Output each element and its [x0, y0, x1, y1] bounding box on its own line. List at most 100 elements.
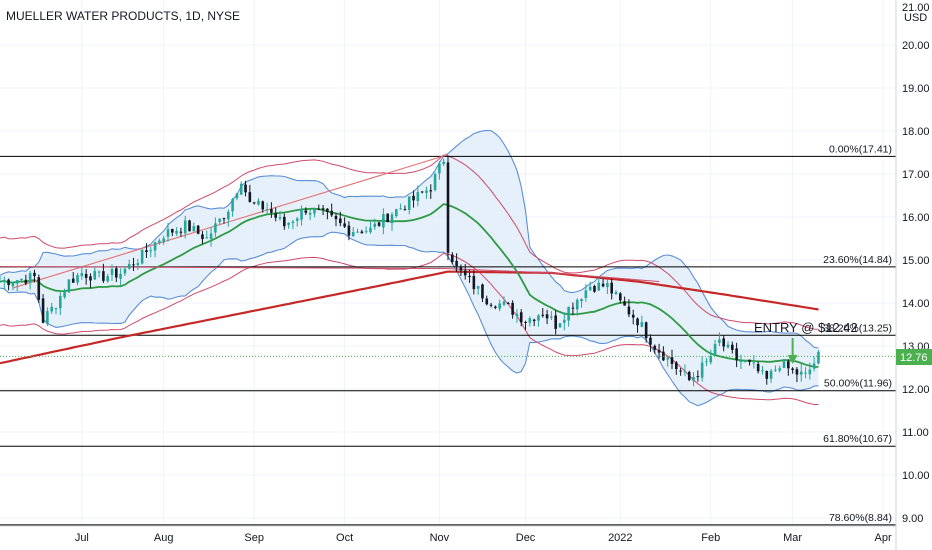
- candle: [597, 277, 601, 291]
- candle-body: [278, 217, 282, 219]
- candle: [239, 181, 243, 196]
- candle: [778, 365, 781, 373]
- candle-body: [804, 372, 807, 374]
- candle-body: [731, 344, 734, 350]
- candle: [601, 278, 605, 288]
- candle-body: [201, 234, 204, 240]
- candle: [739, 354, 743, 370]
- candle: [519, 309, 523, 327]
- candle: [356, 228, 359, 233]
- candle-body: [71, 278, 75, 283]
- candle: [257, 198, 260, 206]
- candle: [175, 227, 178, 237]
- candle: [692, 372, 695, 387]
- currency-label: USD: [904, 12, 927, 24]
- candle: [774, 365, 777, 372]
- grid-lines: [0, 0, 896, 526]
- candle-body: [218, 218, 221, 222]
- candle: [451, 252, 454, 265]
- candle-body: [718, 339, 721, 344]
- candle: [93, 267, 97, 281]
- candle: [683, 364, 687, 377]
- candle: [7, 278, 10, 291]
- candle-body: [601, 283, 605, 287]
- bollinger-upper: [0, 129, 819, 349]
- candle: [67, 279, 71, 294]
- candle: [765, 370, 769, 385]
- candle-body: [244, 184, 247, 193]
- candle-body: [726, 344, 730, 348]
- fib-label: 23.60%(14.84): [823, 254, 892, 266]
- candle-body: [528, 318, 532, 323]
- candle: [743, 359, 747, 363]
- candle-body: [507, 303, 510, 305]
- candle-body: [231, 198, 234, 212]
- fibonacci-retracement[interactable]: 0.00%(17.41) 23.60%(14.84) 38.20%(13.25) 50…: [0, 143, 896, 526]
- candle: [657, 343, 661, 359]
- candle-body: [791, 368, 794, 370]
- candle-body: [433, 174, 437, 191]
- price-scale[interactable]: [896, 0, 932, 550]
- bollinger-fill: [0, 130, 819, 406]
- x-tick-label: Nov: [430, 532, 450, 544]
- candle-body: [390, 214, 394, 224]
- candle: [554, 309, 557, 335]
- candle-body: [627, 306, 631, 315]
- candle-body: [196, 225, 200, 234]
- candle-body: [235, 193, 239, 199]
- candle-body: [420, 191, 424, 193]
- candle-body: [386, 213, 389, 223]
- candle-body: [20, 278, 23, 280]
- candle-body: [511, 302, 514, 315]
- candle-body: [33, 272, 36, 277]
- candle-body: [248, 192, 252, 202]
- candle: [360, 229, 364, 234]
- candle: [300, 205, 303, 226]
- candle: [252, 201, 256, 205]
- candle: [28, 270, 32, 290]
- candle: [265, 202, 269, 214]
- y-tick-label: 17.00: [902, 169, 930, 181]
- y-tick-label: 20.00: [902, 40, 930, 52]
- candle: [433, 172, 437, 192]
- y-tick-label: 16.00: [902, 212, 930, 224]
- candle-body: [666, 357, 669, 360]
- candle-body: [63, 291, 66, 298]
- candle: [162, 235, 165, 245]
- candle: [756, 361, 760, 374]
- candle: [709, 349, 713, 365]
- candle: [110, 264, 114, 281]
- y-tick-label: 12.00: [902, 384, 930, 396]
- fib-label: 50.00%(11.96): [824, 378, 892, 390]
- candle-body: [339, 218, 342, 224]
- candle-body: [308, 212, 312, 215]
- candle: [364, 226, 368, 234]
- candle: [188, 219, 191, 232]
- candle-body: [24, 279, 28, 284]
- candle: [644, 321, 648, 343]
- candle: [369, 220, 372, 234]
- candle-body: [670, 357, 674, 364]
- candle-body: [67, 279, 71, 293]
- candle-body: [575, 299, 579, 310]
- candle-body: [739, 361, 743, 363]
- candle-body: [455, 260, 458, 267]
- candle: [515, 309, 519, 323]
- candle: [274, 207, 277, 222]
- candle: [425, 186, 428, 199]
- candle-body: [166, 229, 170, 237]
- candle: [795, 367, 799, 383]
- candle: [84, 269, 88, 285]
- candle-body: [537, 315, 540, 321]
- y-tick-label: 10.00: [902, 470, 930, 482]
- x-tick-label: Mar: [783, 532, 802, 544]
- candle-body: [291, 221, 295, 224]
- short-moving-average: [0, 203, 819, 368]
- candle: [24, 274, 28, 286]
- candle-body: [227, 211, 230, 220]
- candle: [317, 204, 321, 210]
- candle-body: [179, 231, 183, 233]
- candle-body: [769, 370, 773, 379]
- fib-label: 0.00%(17.41): [829, 143, 892, 155]
